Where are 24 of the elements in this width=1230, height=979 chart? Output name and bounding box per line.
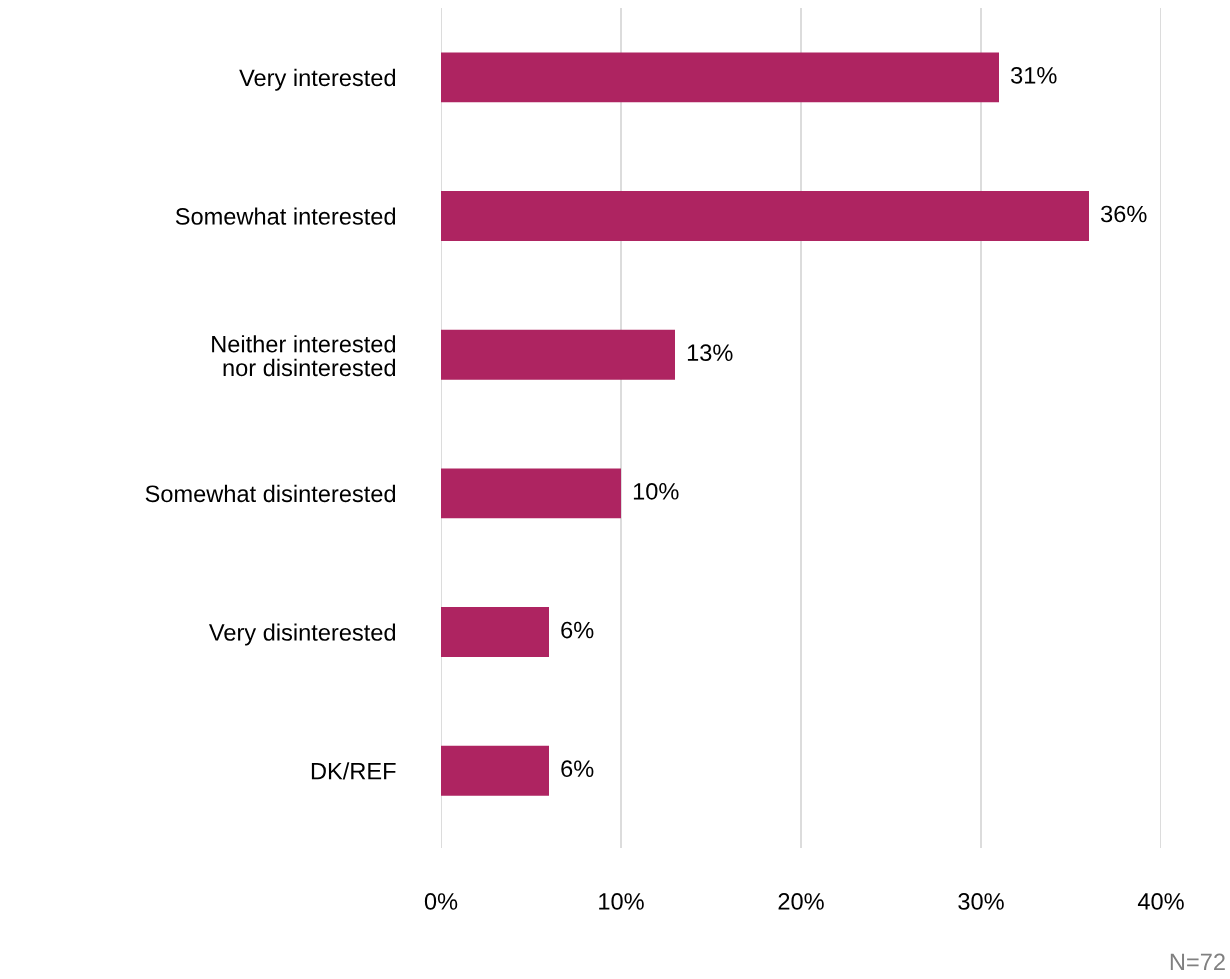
data-label: 6% (561, 621, 594, 639)
x-tick-label: 30% (958, 893, 1004, 910)
data-label: 6% (561, 760, 594, 778)
y-tick-label: Somewhat disinterested (145, 484, 396, 503)
data-label: 31% (1011, 66, 1057, 84)
y-tick-label: Very interested (239, 68, 396, 91)
data-label: 36% (1101, 205, 1147, 223)
y-tick-label: Neither interested nor disinterested (212, 335, 396, 377)
text: N=72 (1170, 953, 1225, 971)
x-tick-label: 40% (1137, 893, 1184, 910)
x-tick-label: 20% (778, 893, 824, 910)
bar (441, 329, 675, 380)
bar (441, 745, 549, 796)
bar (441, 52, 999, 103)
x-tick-label: 10% (599, 893, 644, 910)
x-tick-label: 0% (424, 893, 458, 910)
data-label: 10% (633, 483, 679, 500)
bar (441, 191, 1089, 241)
bar (441, 468, 621, 519)
y-tick-label: Somewhat interested (175, 207, 396, 225)
y-tick-label: DK/REF (311, 762, 396, 780)
bar (441, 607, 549, 658)
data-label: 13% (687, 344, 733, 362)
y-tick-label: Very disinterested (208, 623, 396, 646)
